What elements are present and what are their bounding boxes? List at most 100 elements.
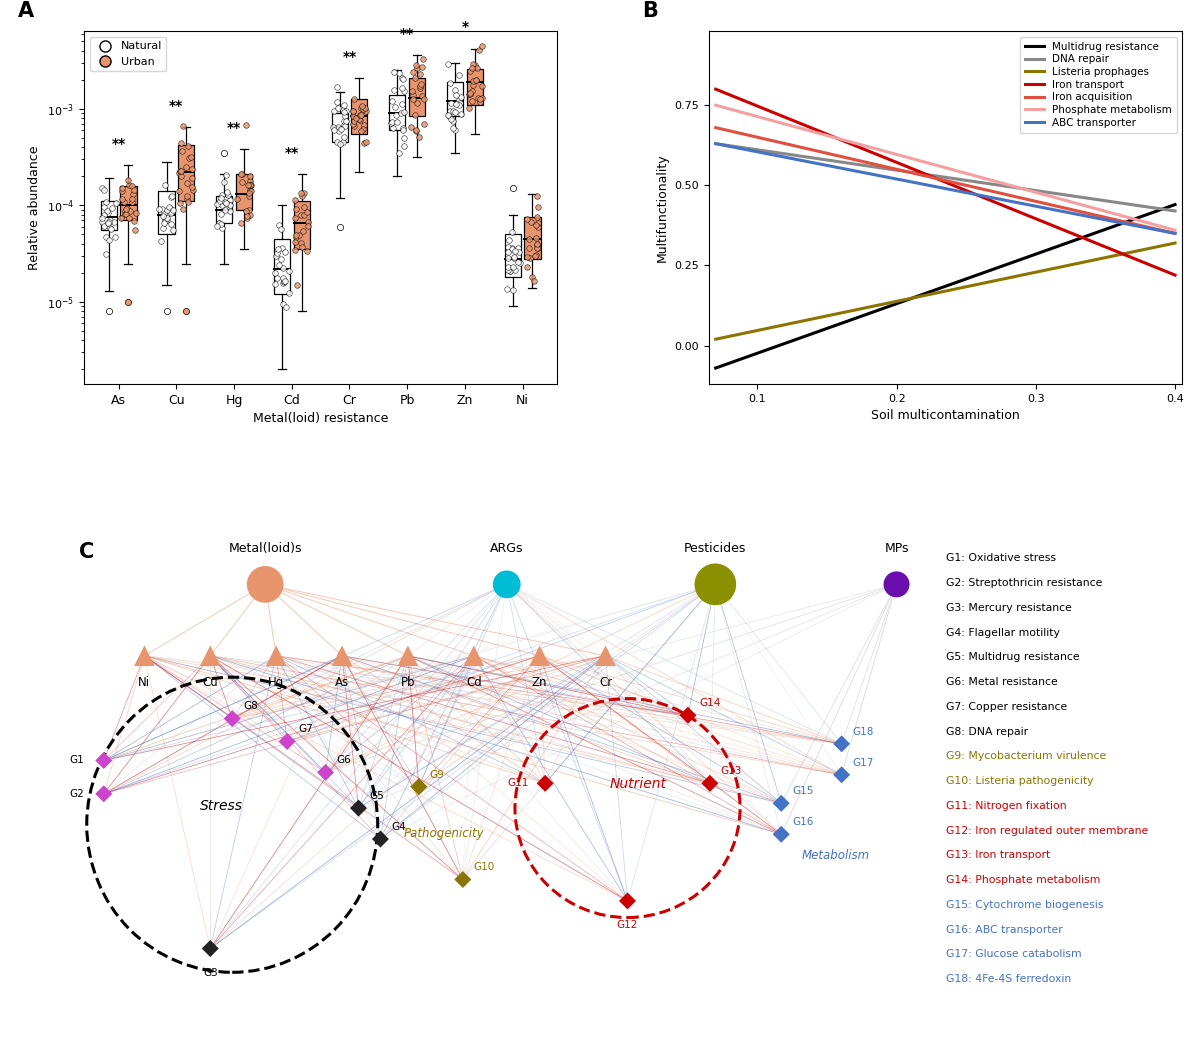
Legend: Natural, Urban: Natural, Urban <box>90 37 167 71</box>
Point <box>324 122 343 138</box>
Point <box>272 260 292 277</box>
Text: G6: Metal resistance: G6: Metal resistance <box>946 678 1057 687</box>
Point <box>439 56 458 72</box>
Point <box>383 113 402 130</box>
Text: G13: G13 <box>721 766 743 776</box>
Point <box>440 74 460 91</box>
Point <box>451 106 470 123</box>
Point <box>157 303 176 320</box>
Point <box>391 105 410 122</box>
Point <box>500 263 520 280</box>
Text: G10: G10 <box>474 862 496 873</box>
Text: G4: Flagellar motility: G4: Flagellar motility <box>946 627 1060 638</box>
Point <box>500 262 520 279</box>
Text: G18: 4Fe-4S ferredoxin: G18: 4Fe-4S ferredoxin <box>946 975 1072 984</box>
Point <box>299 218 318 235</box>
Point <box>298 204 317 220</box>
Point <box>520 239 539 256</box>
Point <box>277 299 296 316</box>
Point <box>678 707 697 724</box>
Point <box>232 174 251 191</box>
Point <box>354 116 373 133</box>
Point <box>172 134 191 151</box>
Point <box>402 119 421 135</box>
Legend: Multidrug resistance, DNA repair, Listeria prophages, Iron transport, Iron acqui: Multidrug resistance, DNA repair, Lister… <box>1020 37 1177 133</box>
Point <box>216 194 235 211</box>
FancyBboxPatch shape <box>235 174 252 210</box>
Point <box>287 229 306 245</box>
Text: **: ** <box>169 99 184 112</box>
Point <box>354 134 373 151</box>
Text: G2: G2 <box>70 789 84 798</box>
Point <box>403 87 422 104</box>
Point <box>499 232 518 249</box>
Text: G1: Oxidative stress: G1: Oxidative stress <box>946 554 1056 563</box>
Point <box>218 187 238 204</box>
Point <box>524 248 544 264</box>
Point <box>472 78 491 94</box>
Point <box>462 83 481 100</box>
Point <box>442 111 461 128</box>
Point <box>287 276 306 293</box>
Point <box>832 735 851 752</box>
Point <box>182 160 202 177</box>
Point <box>210 215 229 232</box>
Text: G14: Phosphate metabolism: G14: Phosphate metabolism <box>946 875 1100 885</box>
Point <box>218 196 238 213</box>
Point <box>227 190 246 207</box>
Point <box>528 240 547 257</box>
Point <box>328 79 347 95</box>
Text: G17: G17 <box>853 757 874 768</box>
Point <box>344 112 364 129</box>
Point <box>173 117 192 134</box>
Point <box>449 67 468 84</box>
Text: G9: G9 <box>430 770 445 779</box>
Point <box>460 63 479 80</box>
Point <box>112 210 131 227</box>
Point <box>467 72 486 89</box>
Point <box>403 83 422 100</box>
Point <box>464 72 484 89</box>
Point <box>470 93 490 110</box>
Text: As: As <box>335 676 349 689</box>
Point <box>337 112 356 129</box>
FancyBboxPatch shape <box>120 186 137 220</box>
FancyBboxPatch shape <box>274 239 290 295</box>
Point <box>126 205 145 221</box>
Text: G8: DNA repair: G8: DNA repair <box>946 727 1028 736</box>
Point <box>392 80 412 97</box>
Point <box>442 94 461 111</box>
Point <box>113 191 132 208</box>
FancyBboxPatch shape <box>448 82 463 115</box>
Text: Metal(loid)s: Metal(loid)s <box>228 542 302 555</box>
FancyBboxPatch shape <box>505 234 521 277</box>
Point <box>335 97 354 113</box>
Point <box>95 218 114 235</box>
Point <box>461 84 480 101</box>
Text: G16: ABC transporter: G16: ABC transporter <box>946 925 1063 935</box>
Point <box>406 57 425 73</box>
Point <box>509 253 528 270</box>
Point <box>122 177 142 194</box>
Point <box>92 213 112 230</box>
Point <box>265 265 284 282</box>
Point <box>241 177 260 194</box>
Point <box>286 234 305 251</box>
Point <box>295 199 314 216</box>
Point <box>449 97 468 113</box>
Text: G18: G18 <box>853 727 874 736</box>
Point <box>324 119 343 135</box>
Point <box>887 576 906 593</box>
FancyBboxPatch shape <box>467 68 482 105</box>
Point <box>517 258 536 275</box>
Point <box>256 576 275 593</box>
Point <box>157 212 176 229</box>
Point <box>180 150 199 167</box>
Point <box>527 236 546 253</box>
Point <box>334 102 353 119</box>
Point <box>596 647 616 664</box>
Point <box>210 214 229 231</box>
Point <box>349 110 368 127</box>
Point <box>336 103 355 120</box>
Point <box>272 240 292 257</box>
